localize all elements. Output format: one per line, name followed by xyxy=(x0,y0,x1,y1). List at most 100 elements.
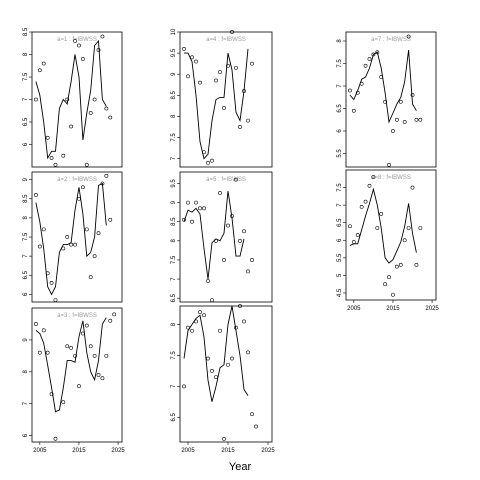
fitted-line xyxy=(183,305,249,402)
observed-point xyxy=(73,39,77,43)
fitted-line xyxy=(35,317,107,413)
observed-point xyxy=(198,310,202,315)
panel-frame xyxy=(31,307,123,443)
observed-point xyxy=(250,258,254,262)
y-tick-label: 6 xyxy=(337,238,343,242)
observed-point xyxy=(104,353,109,358)
observed-point xyxy=(355,233,360,237)
observed-point xyxy=(84,162,89,167)
x-tick-label: 2005 xyxy=(181,448,195,454)
observed-point xyxy=(61,153,66,158)
observed-point xyxy=(206,279,210,283)
observed-point xyxy=(359,204,364,209)
observed-point xyxy=(414,117,419,122)
x-tick-label: 2015 xyxy=(386,306,400,312)
y-tick-label: 7 xyxy=(337,203,343,207)
panel-2: a=2 : f=IBWSS 6 6.5 7 7.5 8 8.5 9 xyxy=(23,171,123,303)
observed-point xyxy=(37,350,42,355)
y-tick-label: 6.5 xyxy=(171,293,177,302)
y-tick-label: 6.5 xyxy=(337,218,343,227)
observed-point xyxy=(348,88,352,93)
observed-point xyxy=(73,353,77,358)
x-tick-label: 2005 xyxy=(33,448,47,454)
observed-point xyxy=(359,81,364,86)
y-tick-label: 7.5 xyxy=(171,255,177,264)
observed-point xyxy=(391,129,395,133)
observed-point xyxy=(186,200,190,205)
observed-point xyxy=(222,258,226,262)
observed-point xyxy=(367,183,372,188)
y-tick-label: 7 xyxy=(23,97,29,101)
observed-point xyxy=(402,238,407,243)
y-tick-label: 8 xyxy=(171,238,177,242)
observed-point xyxy=(398,262,403,267)
y-tick-label: 7 xyxy=(171,156,177,160)
observed-point xyxy=(202,206,206,211)
observed-point xyxy=(53,436,58,441)
fitted-line xyxy=(183,191,245,280)
observed-point xyxy=(37,68,42,73)
observed-point xyxy=(77,384,81,389)
fitted-line xyxy=(184,48,249,160)
observed-point xyxy=(242,319,246,324)
observed-point xyxy=(65,235,70,239)
y-tick-label: 8.5 xyxy=(23,194,29,203)
observed-point xyxy=(379,212,384,216)
observed-point xyxy=(92,353,97,358)
y-tick-label: 7 xyxy=(171,384,177,388)
observed-point xyxy=(371,52,376,57)
panel-4: a=4 : f=IBWSS 7 7.5 8 8.5 9 9.5 10 xyxy=(171,28,273,168)
y-tick-label: 7 xyxy=(337,84,343,88)
panel-frame xyxy=(345,31,437,168)
y-tick-label: 9 xyxy=(23,177,29,181)
observed-point xyxy=(88,344,93,349)
y-tick-label: 7.5 xyxy=(171,133,177,142)
observed-point xyxy=(84,227,89,232)
observed-point xyxy=(210,298,214,302)
y-tick-label: 6.5 xyxy=(337,104,343,113)
observed-point xyxy=(234,325,238,330)
panel-frame xyxy=(179,305,273,443)
observed-point xyxy=(387,275,391,280)
y-tick-label: 8 xyxy=(337,39,343,43)
observed-point xyxy=(202,150,206,155)
y-tick-label: 7.5 xyxy=(337,183,343,192)
x-tick-label: 2015 xyxy=(72,448,86,454)
panel-title: a=2 : f=IBWSS xyxy=(57,177,97,183)
observed-point xyxy=(218,70,222,74)
observed-point xyxy=(104,106,109,111)
observed-point xyxy=(230,356,234,361)
fitted-line xyxy=(35,182,107,296)
panel-3: a=3 : f=IBWSS 6 7 8 9 2005 2015 2025 xyxy=(23,307,125,454)
panel-6: 6.5 7 7.5 8 2005 2015 2025 xyxy=(171,304,275,454)
observed-point xyxy=(34,97,38,102)
x-tick-label: 2025 xyxy=(261,448,275,454)
observed-point xyxy=(45,271,50,276)
y-tick-label: 4.5 xyxy=(337,288,343,297)
observed-point xyxy=(238,238,242,243)
panel-frame xyxy=(31,171,123,303)
observed-point xyxy=(45,350,50,355)
observed-point xyxy=(84,323,89,328)
y-tick-label: 7 xyxy=(23,254,29,258)
observed-point xyxy=(246,118,250,123)
observed-point xyxy=(418,117,423,122)
observed-point xyxy=(37,244,42,249)
x-axis-label: Year xyxy=(229,461,252,473)
observed-point xyxy=(363,199,368,204)
panel-title: a=7 : f=IBWSS xyxy=(371,37,411,43)
observed-point xyxy=(112,312,117,317)
observed-point xyxy=(190,55,194,60)
y-tick-label: 5.5 xyxy=(337,253,343,262)
y-tick-label: 7 xyxy=(171,277,177,281)
observed-point xyxy=(230,214,234,218)
panel-title: a=8 : f=IBWSS xyxy=(371,175,411,181)
observed-point xyxy=(351,240,356,244)
observed-point xyxy=(222,106,226,110)
x-tick-label: 2025 xyxy=(111,448,125,454)
observed-point xyxy=(222,437,226,441)
observed-point xyxy=(214,375,218,379)
observed-point xyxy=(198,80,202,85)
observed-point xyxy=(65,344,70,349)
y-tick-label: 9.5 xyxy=(171,48,177,57)
